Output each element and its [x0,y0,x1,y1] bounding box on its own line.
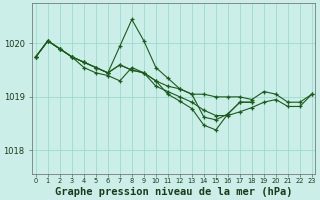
X-axis label: Graphe pression niveau de la mer (hPa): Graphe pression niveau de la mer (hPa) [55,186,292,197]
